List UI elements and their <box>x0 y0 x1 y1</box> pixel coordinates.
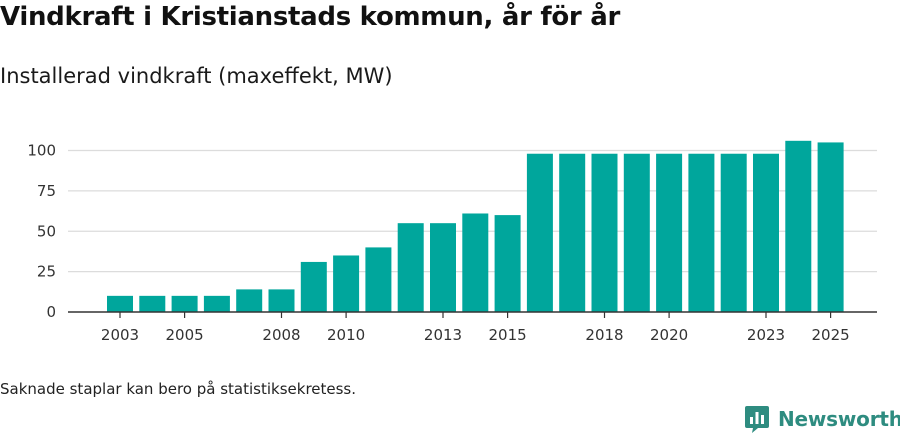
bar-2012 <box>397 223 424 312</box>
bar-2013 <box>430 223 456 312</box>
y-tick-label-50: 50 <box>37 222 56 240</box>
bar-2011 <box>365 247 392 312</box>
bar-2005 <box>171 295 198 312</box>
bar-2021 <box>688 153 715 312</box>
bar-2004 <box>139 295 166 312</box>
bar-2018 <box>591 153 618 312</box>
y-tick-label-25: 25 <box>37 263 56 281</box>
x-tick-label-2020: 2020 <box>650 326 688 344</box>
bar-2009 <box>300 261 327 312</box>
bar-2006 <box>203 295 230 312</box>
bar-2017 <box>559 153 586 312</box>
x-tick-label-2010: 2010 <box>327 326 365 344</box>
footnote: Saknade staplar kan bero på statistiksek… <box>0 380 357 398</box>
bar-2008 <box>268 289 295 312</box>
bar-2003 <box>107 295 133 312</box>
bar-2007 <box>236 289 263 312</box>
bar-2015 <box>494 215 521 312</box>
y-tick-label-0: 0 <box>46 303 56 321</box>
newsworthy-logo[interactable]: Newsworthy <box>744 404 900 434</box>
x-tick-label-2005: 2005 <box>166 326 204 344</box>
bar-2010 <box>333 255 360 312</box>
bar-2024 <box>785 140 812 312</box>
brand-name: Newsworthy <box>778 407 900 431</box>
x-tick-label-2013: 2013 <box>424 326 462 344</box>
bar-2025 <box>817 142 844 312</box>
bar-2019 <box>623 153 650 312</box>
x-tick-label-2018: 2018 <box>585 326 623 344</box>
bar-2022 <box>720 153 747 312</box>
x-tick-label-2023: 2023 <box>747 326 785 344</box>
bar-2014 <box>462 213 489 312</box>
newsworthy-logo-icon <box>745 406 769 433</box>
y-tick-label-75: 75 <box>37 182 56 200</box>
bar-2016 <box>526 153 553 312</box>
chart-subtitle: Installerad vindkraft (maxeffekt, MW) <box>0 64 393 88</box>
chart-title: Vindkraft i Kristianstads kommun, år för… <box>0 2 620 32</box>
x-tick-label-2025: 2025 <box>812 326 850 344</box>
y-tick-label-100: 100 <box>27 142 56 160</box>
bars <box>107 140 844 312</box>
axes: 0 25 50 75 100 2003 2005 2008 2010 2013 2015 2018 20… <box>27 142 877 344</box>
bar-2023 <box>753 153 779 312</box>
x-tick-label-2003: 2003 <box>101 326 139 344</box>
x-tick-label-2008: 2008 <box>262 326 300 344</box>
bar-2020 <box>656 153 683 312</box>
x-tick-label-2015: 2015 <box>489 326 527 344</box>
